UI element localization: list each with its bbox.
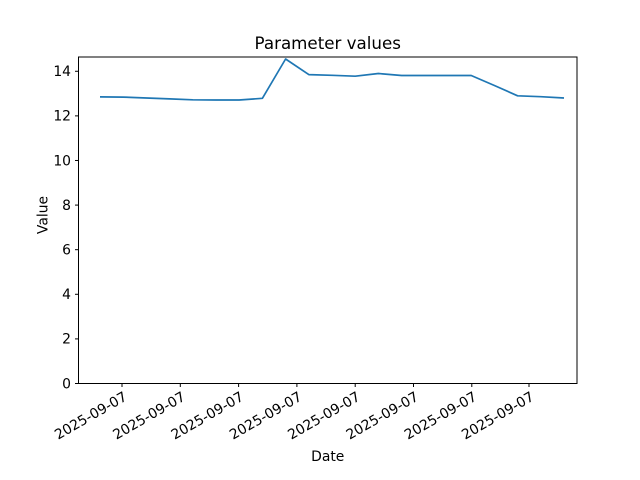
data-line [99, 58, 565, 101]
chart-title: Parameter values [255, 33, 401, 53]
y-tick-label: 14 [53, 64, 71, 80]
y-axis: 0 2 4 6 8 10 12 14 [53, 64, 79, 392]
y-tick-label: 10 [53, 153, 71, 169]
y-tick-label: 12 [53, 109, 71, 125]
y-tick-label: 0 [62, 376, 71, 392]
plot-area [78, 56, 578, 384]
y-tick-label: 4 [62, 287, 71, 303]
y-tick-label: 6 [62, 242, 71, 258]
y-axis-label: Value [36, 196, 52, 234]
y-tick-label: 2 [62, 332, 71, 348]
x-axis: 2025-09-072025-09-072025-09-072025-09-07… [52, 383, 537, 443]
y-tick-label: 8 [62, 198, 71, 214]
x-axis-label: Date [311, 449, 344, 465]
